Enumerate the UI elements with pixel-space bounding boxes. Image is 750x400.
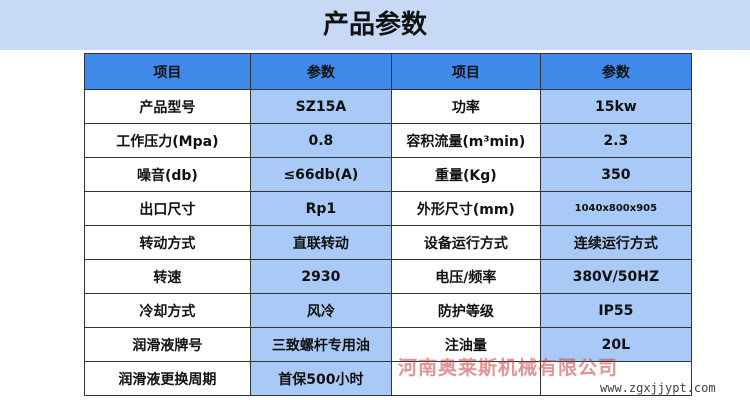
param-name-cell: 重量(Kg): [391, 157, 541, 192]
param-name-cell: 润滑液更换周期: [84, 361, 251, 396]
param-value-cell: ≤66db(A): [249, 157, 393, 192]
watermark: 河南奥莱斯机械有限公司: [398, 357, 619, 379]
table-row: 产品型号 SZ15A 功率 15kw: [84, 89, 693, 124]
title-band: [0, 0, 750, 50]
spec-table: 项目 参数 项目 参数 产品型号 SZ15A 功率 15kw 工作压力(Mpa) 0.8 容…: [84, 53, 693, 396]
param-value-cell: 1040x800x905: [539, 191, 693, 226]
param-name-cell: 转速: [84, 259, 251, 294]
param-name-cell: [391, 361, 541, 396]
param-name-cell: 防护等级: [391, 293, 541, 328]
param-value-cell: 20L: [539, 327, 693, 362]
param-name-cell: 电压/频率: [391, 259, 541, 294]
param-value-cell: IP55: [539, 293, 693, 328]
param-value-cell: 2.3: [539, 123, 693, 158]
table-row: 工作压力(Mpa) 0.8 容积流量(m³min) 2.3: [84, 123, 693, 158]
header-cell: 参数: [249, 53, 393, 90]
table-row: 出口尺寸 Rp1 外形尺寸(mm) 1040x800x905: [84, 191, 693, 226]
page-title: 产品参数: [322, 10, 427, 40]
param-value-cell: Rp1: [249, 191, 393, 226]
table-row: 转动方式 直联转动 设备运行方式 连续运行方式: [84, 225, 693, 260]
param-name-cell: 功率: [391, 89, 541, 124]
param-name-cell: 工作压力(Mpa): [84, 123, 251, 158]
table-row: 噪音(db) ≤66db(A) 重量(Kg) 350: [84, 157, 693, 192]
param-name-cell: 容积流量(m³min): [391, 123, 541, 158]
param-value-cell: 350: [539, 157, 693, 192]
param-value-cell: SZ15A: [249, 89, 393, 124]
header-cell: 参数: [539, 53, 693, 90]
header-cell: 项目: [391, 53, 541, 90]
param-name-cell: 外形尺寸(mm): [391, 191, 541, 226]
table-row: 润滑液牌号 三致螺杆专用油 注油量 20L: [84, 327, 693, 362]
param-name-cell: 冷却方式: [84, 293, 251, 328]
param-name-cell: 噪音(db): [84, 157, 251, 192]
param-name-cell: 出口尺寸: [84, 191, 251, 226]
param-value-cell: 2930: [249, 259, 393, 294]
param-name-cell: 润滑液牌号: [84, 327, 251, 362]
param-value-cell: 首保500小时: [249, 361, 393, 396]
watermark-url: www.zgxjjypt.com: [600, 381, 716, 395]
param-value-cell: 0.8: [249, 123, 393, 158]
param-value-cell: 直联转动: [249, 225, 393, 260]
param-value-cell: [539, 361, 693, 396]
param-name-cell: 产品型号: [84, 89, 251, 124]
param-value-cell: 15kw: [539, 89, 693, 124]
param-name-cell: 注油量: [391, 327, 541, 362]
param-value-cell: 380V/50HZ: [539, 259, 693, 294]
table-row: 润滑液更换周期 首保500小时: [84, 361, 693, 396]
param-value-cell: 风冷: [249, 293, 393, 328]
param-name-cell: 转动方式: [84, 225, 251, 260]
header-cell: 项目: [84, 53, 251, 90]
param-name-cell: 设备运行方式: [391, 225, 541, 260]
param-value-cell: 连续运行方式: [539, 225, 693, 260]
header-row: 项目 参数 项目 参数: [84, 53, 693, 90]
table-row: 冷却方式 风冷 防护等级 IP55: [84, 293, 693, 328]
param-value-cell: 三致螺杆专用油: [249, 327, 393, 362]
table-row: 转速 2930 电压/频率 380V/50HZ: [84, 259, 693, 294]
